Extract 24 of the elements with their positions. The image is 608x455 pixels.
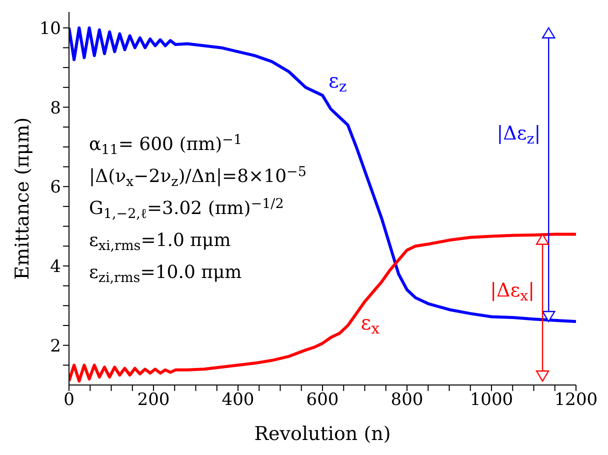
line-series	[69, 232, 576, 383]
x-tick-label: 400	[222, 390, 254, 410]
annotation: α$_{11}$= 600 (πm)$^{−1}$	[89, 132, 242, 158]
y-tick-label: 6	[50, 178, 61, 198]
y-tick-label: 8	[50, 98, 61, 118]
x-tick-label: 200	[137, 390, 170, 410]
x-tick-label: 800	[390, 390, 424, 410]
y-tick-label: 2	[50, 336, 61, 356]
y-axis-title: Emittance (πμm)	[12, 117, 34, 280]
x-axis-title: Revolution (n)	[254, 423, 391, 445]
y-tick-label: 10	[39, 18, 61, 39]
annotation: |Δε$_{z}$|	[496, 122, 541, 148]
annotation: ε$_{zi,rms}$=10.0 πμm	[89, 262, 242, 286]
x-tick-label: 1200	[554, 390, 598, 410]
x-tick-label: 600	[306, 390, 339, 410]
y-tick-label: 4	[50, 256, 61, 277]
annotation: |Δε$_{x}$|	[490, 280, 535, 304]
series-label: ε$_{x}$	[360, 310, 380, 338]
x-tick-label: 0	[64, 390, 74, 410]
x-tick-label: 1000	[470, 390, 514, 410]
annotation: G$_{1,−2,ℓ}$=3.02 (πm)$^{−1/2}$	[89, 196, 284, 222]
annotation: ε$_{xi,rms}$=1.0 πμm	[89, 230, 231, 254]
series-label: ε$_{z}$	[328, 68, 347, 96]
annotation: |Δ(ν$_{x}$−2ν$_{z}$)/Δn|=8×10$^{−5}$	[89, 164, 306, 190]
